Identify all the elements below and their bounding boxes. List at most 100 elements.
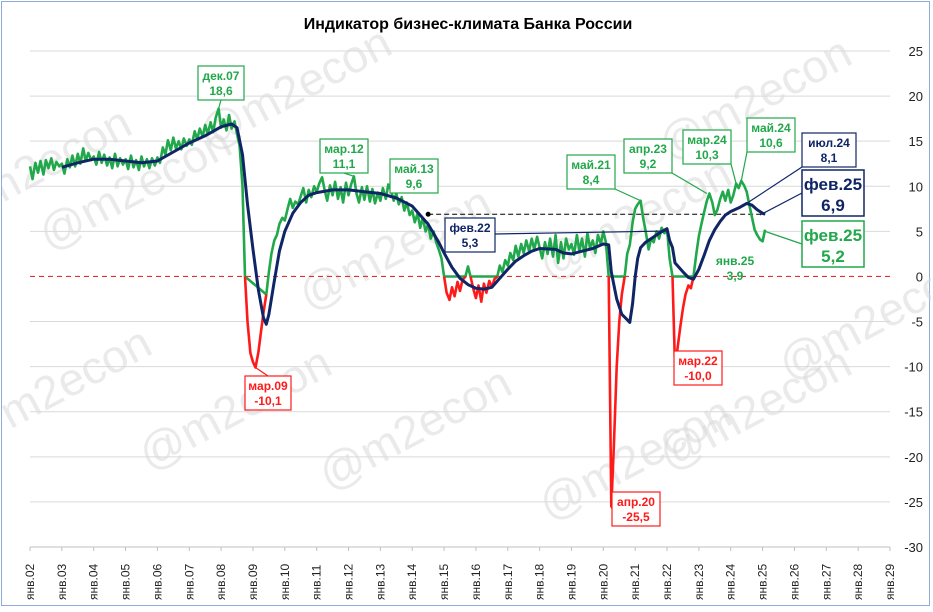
annotation-date: май.13 [394, 162, 434, 176]
annotation-leader-line [614, 188, 641, 202]
x-tick-label: янв.28 [851, 563, 865, 600]
annotation-may13: май.139,6 [389, 158, 439, 194]
watermark-text: @m2econ [309, 356, 519, 501]
x-tick-label: янв.14 [405, 563, 419, 600]
annotation-value: 18,6 [209, 84, 233, 98]
annotation-value: -25,5 [622, 510, 650, 524]
x-tick-label: янв.16 [469, 563, 483, 600]
x-tick-label: янв.19 [564, 563, 578, 600]
x-tick-label: янв.24 [724, 563, 738, 600]
annotation-value: -10,1 [254, 394, 282, 408]
watermark-text: @m2econ [129, 336, 339, 481]
annotation-mar22: мар.22-10,0 [673, 350, 723, 386]
x-tick-label: янв.15 [437, 563, 451, 600]
x-tick-label: янв.07 [182, 563, 196, 600]
level-reference-marker [425, 211, 431, 217]
x-tick-label: янв.03 [55, 563, 69, 600]
annotation-date: апр.20 [617, 495, 655, 509]
x-tick-label: янв.04 [87, 563, 101, 600]
annotation-box [389, 158, 439, 194]
annotation-leader-line [740, 151, 748, 181]
annotation-box [801, 169, 865, 217]
annotation-leader-line [763, 230, 803, 245]
annotation-value: 6,9 [821, 196, 845, 215]
reference-lines [30, 211, 890, 278]
annotation-date: мар.09 [248, 379, 288, 393]
annotation-box [566, 154, 616, 190]
annotation-box [319, 138, 369, 174]
y-axis: 25 20 15 10 5 0 -5 -10 -15 -20 -25 -30 [904, 44, 923, 555]
y-tick-label: 0 [916, 269, 923, 284]
annotation-date: мар.22 [678, 354, 718, 368]
annotation-box [623, 138, 673, 174]
annotation-box [197, 65, 245, 101]
series-layer [28, 107, 767, 508]
annotation-date: мар.12 [324, 142, 364, 156]
x-axis: янв.02 янв.03 янв.04 янв.05 янв.06 янв.07 янв.… [23, 546, 897, 600]
annotation-value: 9,6 [406, 177, 423, 191]
annotation-apr20: апр.20-25,5 [610, 491, 661, 527]
y-tick-label: -10 [904, 360, 923, 375]
annotation-leader-line [759, 192, 803, 216]
x-tick-label: янв.17 [501, 563, 515, 600]
annotation-jan25: янв.253,9 [716, 254, 755, 283]
x-tick-label: янв.23 [692, 563, 706, 600]
y-tick-label: 25 [909, 44, 923, 59]
negative-index-line [607, 276, 626, 508]
annotation-box [444, 217, 496, 253]
y-tick-label: -15 [904, 405, 923, 420]
annotation-value: 10,6 [759, 136, 783, 150]
y-tick-label: -5 [911, 315, 923, 330]
annotation-feb25s: фев.25 6,9 [759, 169, 865, 217]
x-tick-label: янв.06 [150, 563, 164, 600]
annotation-date: янв.25 [716, 254, 755, 268]
annotation-box [682, 129, 732, 165]
x-tick-label: янв.08 [214, 563, 228, 600]
x-tick-label: янв.13 [373, 563, 387, 600]
x-tick-label: янв.05 [119, 563, 133, 600]
annotation-date: июл.24 [808, 136, 850, 150]
annotation-box [244, 375, 292, 411]
annotation-apr23: апр.239,2 [623, 138, 708, 195]
annotation-leader-line [255, 367, 269, 377]
annotation-box [611, 491, 661, 527]
annotation-date: май.24 [751, 121, 791, 135]
y-tick-label: -20 [904, 450, 923, 465]
annotation-value: -10,0 [684, 369, 712, 383]
annotation-value: 11,1 [333, 157, 356, 171]
annotation-feb22: фев.225,3 [444, 217, 668, 253]
x-tick-label: янв.10 [278, 563, 292, 600]
x-tick-label: янв.20 [596, 563, 610, 600]
annotation-date: фев.25 [804, 175, 862, 194]
y-tick-label: 5 [916, 224, 923, 239]
annotation-leader-line [494, 230, 668, 235]
annotation-date: фев.25 [804, 226, 862, 245]
annotation-value: 10,3 [695, 148, 719, 162]
annotation-leader-line [671, 172, 708, 195]
annotation-date: фев.22 [449, 221, 490, 235]
x-tick-label: янв.02 [23, 563, 37, 600]
annotation-value: 8,4 [583, 173, 600, 187]
x-tick-label: янв.18 [533, 563, 547, 600]
annotation-feb25m: фев.25 5,2 [763, 220, 865, 268]
chart-title: Индикатор бизнес-климата Банка России [304, 16, 633, 33]
annotation-value: 5,2 [821, 247, 845, 266]
annotation-leader-line [730, 163, 737, 184]
annotation-value: 8,1 [821, 151, 838, 165]
annotation-leader-line [217, 99, 222, 109]
y-tick-label: -30 [904, 540, 923, 555]
annotation-value: 3,9 [727, 269, 744, 283]
x-tick-label: янв.22 [660, 563, 674, 600]
smoothed-index-line [61, 122, 766, 326]
x-tick-label: янв.29 [883, 563, 897, 600]
annotation-box [746, 117, 796, 153]
x-tick-label: янв.21 [628, 563, 642, 600]
annotation-box [801, 220, 865, 268]
